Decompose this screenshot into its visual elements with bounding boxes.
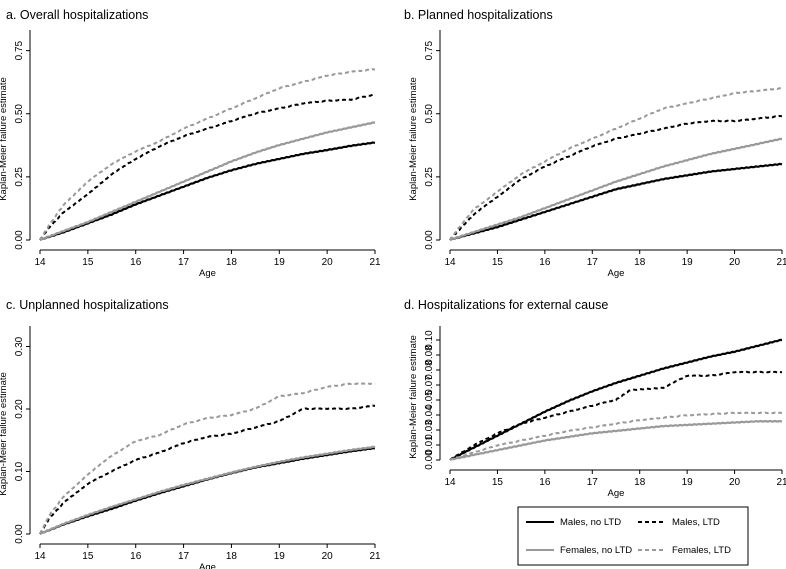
- y-tick-label: 0.20: [14, 399, 25, 419]
- y-tick-label: 0.75: [14, 40, 25, 60]
- y-axis-title: Kaplan-Meier failure estimate: [0, 372, 9, 496]
- panel-title: a. Overall hospitalizations: [6, 8, 148, 22]
- x-tick-label: 20: [729, 477, 741, 488]
- x-tick-label: 20: [322, 257, 334, 268]
- chart-panel-2: b. Planned hospitalizations 14 15 16 17 18 19 2…: [404, 8, 786, 279]
- y-tick-label: 0.10: [14, 461, 25, 481]
- panel-title: d. Hospitalizations for external cause: [404, 298, 608, 312]
- x-axis-title: Age: [608, 268, 625, 279]
- y-axis-title: Kaplan-Meier failure estimate: [0, 77, 9, 201]
- x-tick-label: 15: [492, 257, 504, 268]
- x-tick-label: 14: [34, 257, 46, 268]
- x-tick-label: 19: [274, 551, 286, 562]
- series-line-females-ltd: [449, 411, 783, 461]
- x-tick-label: 14: [444, 257, 456, 268]
- x-tick-label: 18: [226, 551, 238, 562]
- panel-title: c. Unplanned hospitalizations: [6, 298, 169, 312]
- x-tick-label: 15: [492, 477, 504, 488]
- x-axis-title: Age: [199, 268, 216, 279]
- x-tick-label: 16: [130, 551, 142, 562]
- series-line-females-ltd: [39, 382, 376, 535]
- y-tick-label: 0.05: [424, 390, 435, 410]
- series-line-males-no-ltd: [449, 338, 782, 461]
- series-line-females-no-ltd: [449, 137, 783, 241]
- x-axis-title: Age: [199, 562, 216, 569]
- y-tick-label: 0.50: [14, 104, 25, 124]
- x-tick-label: 21: [369, 551, 381, 562]
- chart-panel-3: c. Unplanned hospitalizations 14 15 16 17 18 1…: [0, 298, 381, 569]
- x-axis-title: Age: [608, 488, 625, 499]
- x-tick-label: 17: [178, 257, 190, 268]
- legend-label: Females, LTD: [672, 545, 731, 556]
- x-tick-label: 21: [776, 257, 786, 268]
- x-tick-label: 21: [776, 477, 786, 488]
- x-tick-label: 14: [444, 477, 456, 488]
- series-line-females-no-ltd: [449, 419, 783, 461]
- legend-label: Females, no LTD: [560, 545, 632, 556]
- series-line-males-no-ltd: [39, 446, 376, 535]
- x-tick-label: 18: [634, 257, 646, 268]
- chart-panel-4: d. Hospitalizations for external cause 14…: [404, 298, 786, 499]
- series-line-males-no-ltd: [449, 162, 783, 241]
- x-tick-label: 18: [634, 477, 646, 488]
- y-tick-label: 0.00: [424, 450, 435, 470]
- legend: Males, no LTD Males, LTD Females, no LTD Fe…: [517, 506, 749, 566]
- y-axis-title: Kaplan-Meier failure estimate: [408, 335, 419, 459]
- x-tick-label: 19: [682, 477, 694, 488]
- legend-label: Males, LTD: [672, 517, 720, 528]
- x-tick-label: 17: [178, 551, 190, 562]
- series-line-females-ltd: [39, 68, 376, 241]
- x-tick-label: 14: [34, 551, 46, 562]
- x-tick-label: 19: [274, 257, 286, 268]
- y-tick-label: 0.00: [14, 230, 25, 250]
- y-tick-label: 0.08: [424, 360, 435, 380]
- y-tick-label: 0.25: [424, 167, 435, 187]
- x-tick-label: 15: [82, 551, 94, 562]
- chart-panel-1: a. Overall hospitalizations 14 15 16 17 18 19 2…: [0, 8, 381, 279]
- x-tick-label: 19: [682, 257, 694, 268]
- series-line-males-no-ltd: [39, 141, 376, 241]
- series-line-females-ltd: [449, 87, 783, 241]
- series-line-females-no-ltd: [39, 445, 376, 535]
- y-tick-label: 0.30: [14, 336, 25, 356]
- x-tick-label: 16: [130, 257, 142, 268]
- y-tick-label: 0.08: [424, 345, 435, 365]
- series-line-males-ltd: [449, 370, 783, 461]
- x-tick-label: 21: [369, 257, 381, 268]
- y-tick-label: 0.00: [424, 230, 435, 250]
- y-tick-label: 0.04: [424, 405, 435, 425]
- series-line-males-ltd: [39, 93, 376, 241]
- x-tick-label: 16: [539, 477, 551, 488]
- legend-label: Males, no LTD: [560, 517, 621, 528]
- x-tick-label: 15: [82, 257, 94, 268]
- series-line-males-ltd: [39, 404, 376, 535]
- y-tick-label: 0.03: [424, 420, 435, 440]
- y-tick-label: 0.00: [14, 524, 25, 544]
- series-line-males-ltd: [449, 114, 783, 241]
- x-tick-label: 17: [587, 257, 599, 268]
- y-tick-label: 0.10: [424, 330, 435, 350]
- x-tick-label: 20: [322, 551, 334, 562]
- legend-box: [517, 506, 749, 566]
- x-tick-label: 17: [587, 477, 599, 488]
- series-line-females-no-ltd: [39, 121, 376, 241]
- y-axis-title: Kaplan-Meier failure estimate: [408, 77, 419, 201]
- x-tick-label: 16: [539, 257, 551, 268]
- y-tick-label: 0.75: [424, 40, 435, 60]
- x-tick-label: 18: [226, 257, 238, 268]
- y-tick-label: 0.01: [424, 435, 435, 455]
- y-tick-label: 0.25: [14, 167, 25, 187]
- y-tick-label: 0.50: [424, 104, 435, 124]
- x-tick-label: 20: [729, 257, 741, 268]
- y-tick-label: 0.07: [424, 375, 435, 395]
- panel-title: b. Planned hospitalizations: [404, 8, 553, 22]
